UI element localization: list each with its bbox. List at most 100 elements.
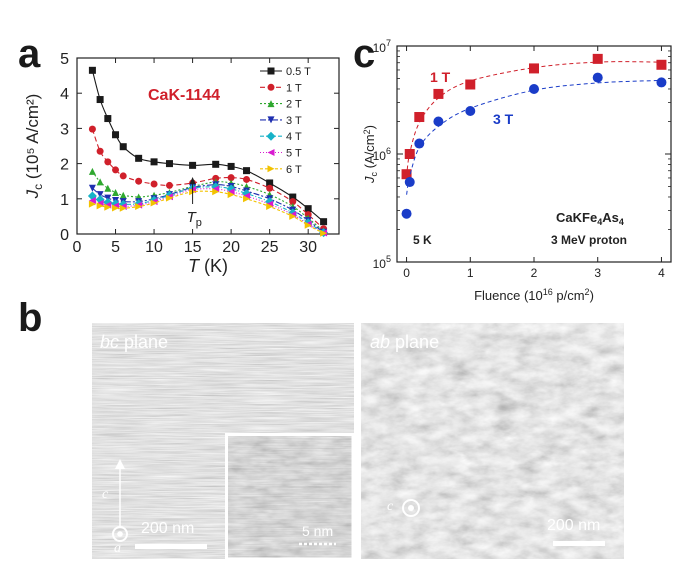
y-tick-label-c: 107 [373,38,391,55]
series-line-a [92,184,324,233]
data-point-a [104,184,112,192]
sample-annotation-a: CaK-1144 [148,87,220,104]
a-axis-label: a [114,541,121,556]
x-tick-label-c: 2 [531,266,538,280]
data-point-a [104,115,112,123]
data-point-a [112,166,120,174]
data-point-a [135,201,143,209]
data-point-a [164,190,174,200]
scale-bar-bc [135,544,207,549]
x-tick-label-c: 1 [467,266,474,280]
data-point-a [266,203,274,211]
data-point-c [592,53,603,64]
fit-line-c [406,61,662,177]
legend-label-a: 5 T [286,148,302,160]
data-point-a [112,188,120,196]
data-point-a [119,191,127,199]
series-label-3t: 3 T [493,111,514,127]
data-point-a [212,160,220,168]
panel-label-b: b [18,296,43,340]
x-tick-label-a: 0 [73,239,82,256]
data-point-a [165,160,173,168]
data-point-a [119,143,127,151]
y-tick-label-a: 2 [60,157,69,174]
legend-marker-a [267,116,275,124]
series-a-5T [88,185,328,237]
legend-label-a: 6 T [286,164,302,176]
legend-marker-a [267,67,275,75]
data-point-a [104,194,112,202]
data-point-a [104,158,112,166]
data-point-a [135,193,143,201]
legend-marker-a [267,100,275,108]
data-point-a [320,229,328,237]
legend-marker-a [267,165,275,173]
data-point-a [227,182,235,190]
data-point-a [96,96,104,104]
data-point-a [135,177,143,185]
panel-label-a: a [18,32,41,76]
data-point-c [656,77,667,88]
data-point-a [227,188,235,196]
data-point-a [165,191,173,199]
y-tick-label-a: 0 [60,227,69,244]
data-point-a [88,200,96,208]
y-tick-label-a: 1 [60,192,69,209]
series-a-4T [87,182,329,238]
data-point-a [96,178,104,186]
data-point-a [96,191,104,199]
x-tick-label-a: 30 [299,239,317,256]
data-point-c [404,177,415,188]
legend-label-a: 0.5 T [286,66,311,78]
tp-label-a: Tp [187,209,202,229]
scale-label-ab: 200 nm [547,517,601,534]
data-point-a [288,208,298,218]
y-tick-label-a: 4 [60,86,69,103]
data-point-a [212,181,220,189]
data-point-a [211,182,221,192]
data-point-a [212,174,220,182]
data-point-a [111,199,121,209]
data-point-a [303,218,313,228]
data-point-a [96,202,104,210]
data-point-a [135,198,143,206]
data-point-a [212,185,220,193]
series-a-0_5T [88,66,328,226]
data-point-c [414,138,425,149]
data-point-a [304,221,312,229]
plot-frame-a [76,57,340,235]
data-point-a [150,180,158,188]
data-point-a [189,186,197,194]
data-point-a [112,197,120,205]
y-tick-label-c: 105 [373,254,391,271]
series-a-2T [88,167,328,235]
data-point-a [88,125,96,133]
micrograph-bc-plane: bc plane c a 200 nm 5 nm [92,323,354,559]
data-point-a [150,191,158,199]
data-point-a [304,211,312,219]
a-axis-symbol [112,526,128,542]
data-point-a [304,217,312,225]
data-point-a [227,191,235,199]
data-point-a [119,198,127,206]
y-axis-label-a: Jc (10⁵ A/cm²) [23,94,45,200]
series-line-a [92,190,324,234]
data-point-a [304,220,312,228]
panel-label-c: c [353,32,376,76]
data-point-a [320,229,328,237]
data-point-a [243,195,251,203]
scale-label-bc: 200 nm [141,520,195,537]
micrograph-bc-texture [92,323,354,559]
fit-line-c [406,79,662,195]
data-point-a [289,211,297,219]
x-tick-label-a: 10 [145,239,163,256]
data-point-a [243,187,251,195]
data-point-a [119,204,127,212]
data-point-c [529,63,539,74]
data-point-a [266,179,274,187]
x-tick-label-c: 3 [594,266,601,280]
c-axis-symbol-ab [402,499,420,517]
data-point-c [592,72,603,83]
data-point-a [212,188,220,196]
legend-label-a: 4 T [286,131,302,143]
